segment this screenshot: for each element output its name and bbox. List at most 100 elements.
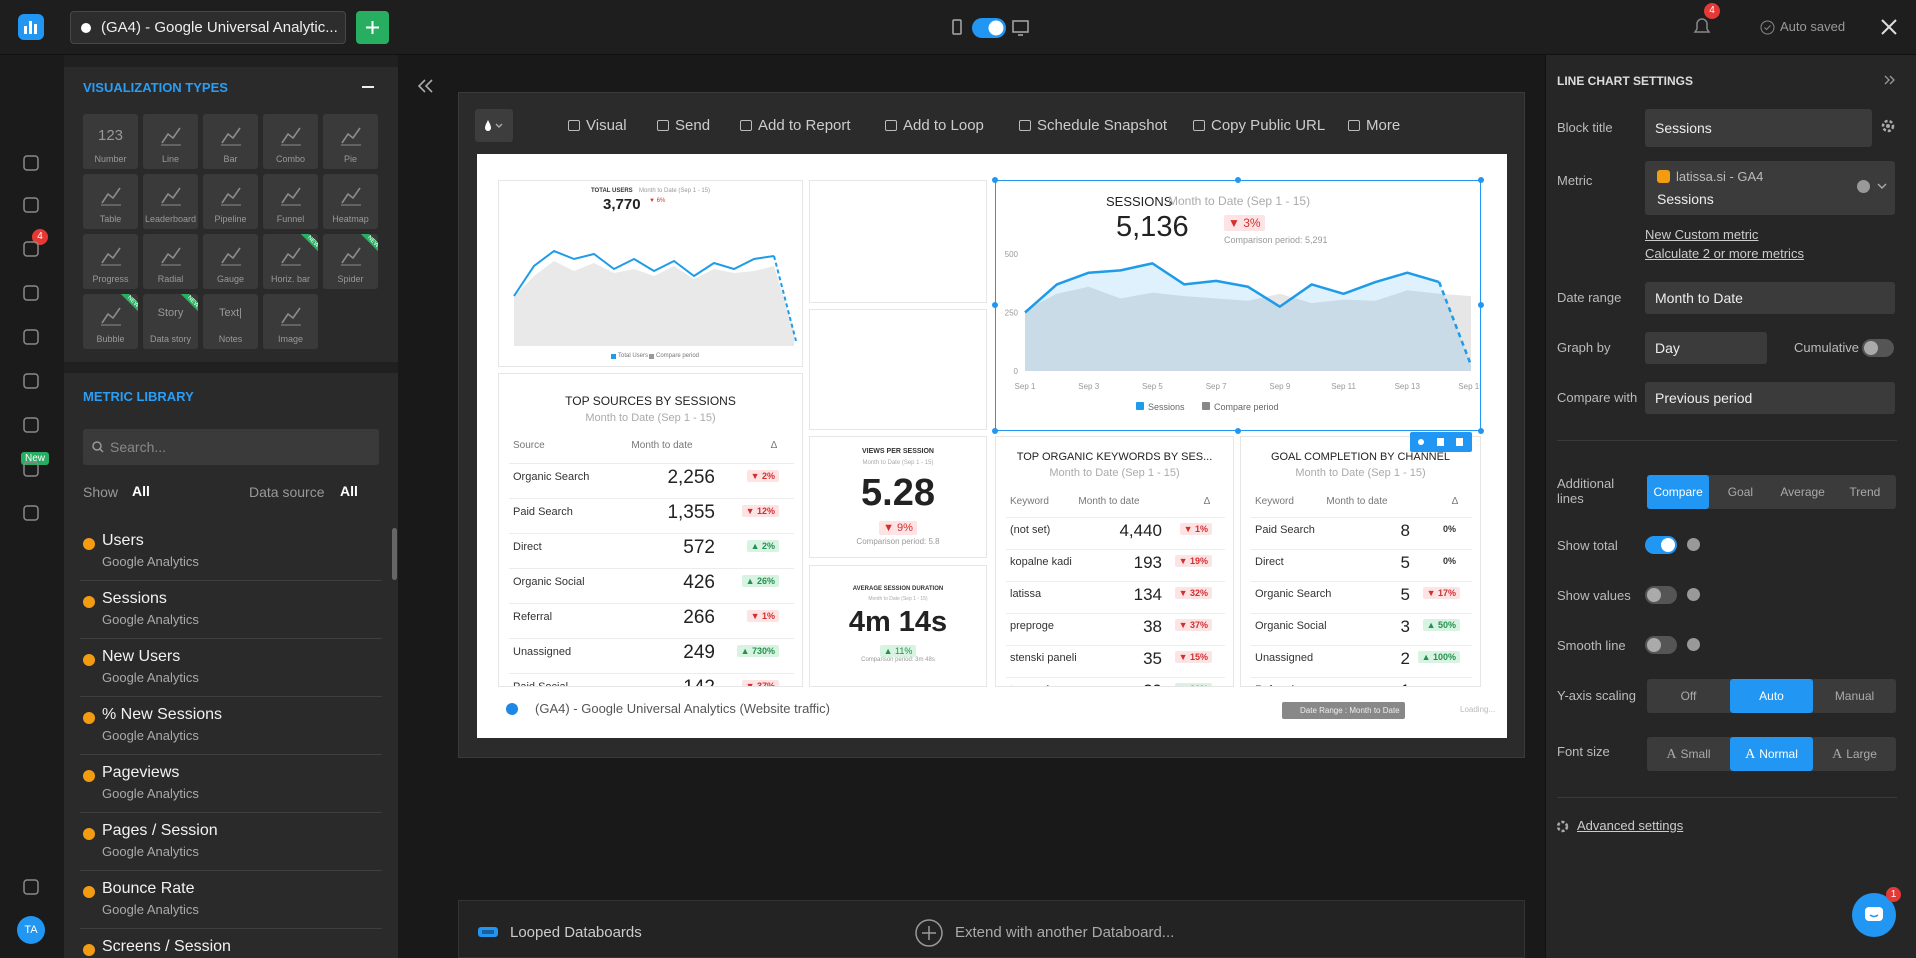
toolbar-item[interactable]: More xyxy=(1366,117,1401,134)
nav-icon[interactable] xyxy=(22,504,40,522)
viz-tile[interactable]: Table xyxy=(83,174,138,229)
bell-icon[interactable] xyxy=(1691,15,1713,37)
block-title-input[interactable]: Sessions xyxy=(1645,109,1872,147)
segment[interactable]: A Normal xyxy=(1730,737,1813,771)
compare-select[interactable]: Previous period xyxy=(1645,382,1895,414)
toolbar-item[interactable]: Send xyxy=(675,117,711,134)
dashboard-selector[interactable]: (GA4) - Google Universal Analytic... xyxy=(70,11,346,44)
viz-tile[interactable]: Story Data story NEW xyxy=(143,294,198,349)
collapse-section[interactable] xyxy=(362,86,374,88)
metric-name[interactable]: % New Sessions xyxy=(102,706,223,723)
show-values-toggle[interactable] xyxy=(1645,586,1677,604)
keywords-widget[interactable]: TOP ORGANIC KEYWORDS BY SES... Month to … xyxy=(995,436,1234,687)
toolbar-item[interactable]: Add to Loop xyxy=(903,117,984,134)
viz-tile[interactable]: Spider NEW xyxy=(323,234,378,289)
toolbar-item[interactable]: Add to Report xyxy=(758,117,851,134)
metric-select[interactable]: latissa.si - GA4 Sessions xyxy=(1645,161,1895,215)
viz-tile[interactable]: 123 Number xyxy=(83,114,138,169)
extend-link[interactable]: Extend with another Databoard... xyxy=(955,924,1175,941)
segment[interactable]: Auto xyxy=(1730,679,1813,713)
add-button[interactable] xyxy=(356,11,389,44)
metric-name[interactable]: Bounce Rate xyxy=(102,880,195,897)
search-box[interactable]: Search... xyxy=(83,429,379,465)
empty-widget[interactable] xyxy=(809,309,987,430)
metric-icon xyxy=(83,538,95,550)
nav-icon[interactable] xyxy=(22,878,40,896)
viz-tile[interactable]: Heatmap xyxy=(323,174,378,229)
metric-name[interactable]: Users xyxy=(102,532,144,549)
link[interactable]: Calculate 2 or more metrics xyxy=(1645,246,1804,261)
logo[interactable] xyxy=(18,14,44,40)
show-filter[interactable]: All xyxy=(132,483,150,499)
segment[interactable]: Manual xyxy=(1813,679,1896,713)
close-button[interactable] xyxy=(1880,18,1898,36)
graph-by-select[interactable]: Day xyxy=(1645,332,1767,364)
viz-tile[interactable]: Leaderboard xyxy=(143,174,198,229)
info-icon[interactable] xyxy=(1687,538,1700,551)
viz-tile[interactable]: Horiz. bar NEW xyxy=(263,234,318,289)
metric-name[interactable]: Pageviews xyxy=(102,764,180,781)
empty-widget[interactable] xyxy=(809,180,987,303)
nav-icon[interactable] xyxy=(22,372,40,390)
metric-name[interactable]: Screens / Session xyxy=(102,938,231,955)
duration-widget[interactable]: AVERAGE SESSION DURATION Month to Date (… xyxy=(809,565,987,687)
nav-icon[interactable] xyxy=(22,416,40,434)
viz-tile[interactable]: Funnel xyxy=(263,174,318,229)
goals-widget[interactable]: GOAL COMPLETION BY CHANNEL Month to Date… xyxy=(1240,436,1481,687)
nav-icon[interactable] xyxy=(22,460,40,478)
toolbar-item[interactable]: Copy Public URL xyxy=(1211,117,1326,134)
info-icon[interactable] xyxy=(1857,180,1870,193)
viz-tile[interactable]: Pie xyxy=(323,114,378,169)
viz-tile[interactable]: Bubble NEW xyxy=(83,294,138,349)
metric-name[interactable]: Pages / Session xyxy=(102,822,218,839)
sessions-widget[interactable]: SESSIONS Month to Date (Sep 1 - 15) 5,13… xyxy=(995,180,1481,431)
viz-tile[interactable]: Radial xyxy=(143,234,198,289)
collapse-settings[interactable] xyxy=(1884,75,1896,85)
viz-tile[interactable]: Pipeline xyxy=(203,174,258,229)
segment[interactable]: A Large xyxy=(1813,737,1896,771)
link[interactable]: New Custom metric xyxy=(1645,227,1759,242)
device-toggle[interactable] xyxy=(948,14,1032,42)
nav-icon[interactable] xyxy=(22,328,40,346)
viz-tile[interactable]: Image xyxy=(263,294,318,349)
collapse-panel[interactable] xyxy=(416,78,434,94)
top-sources-widget[interactable]: TOP SOURCES BY SESSIONS Month to Date (S… xyxy=(498,373,803,687)
metric-name[interactable]: New Users xyxy=(102,648,181,665)
toolbar-item[interactable]: Visual xyxy=(586,117,627,134)
viz-tile[interactable]: Text| Notes xyxy=(203,294,258,349)
segment[interactable]: Compare xyxy=(1647,475,1710,509)
selection-handles[interactable] xyxy=(992,177,1484,434)
total-users-widget[interactable]: TOTAL USERS Month to Date (Sep 1 - 15) 3… xyxy=(498,180,803,367)
views-widget[interactable]: VIEWS PER SESSION Month to Date (Sep 1 -… xyxy=(809,436,987,558)
segment[interactable]: A Small xyxy=(1647,737,1730,771)
date-range-select[interactable]: Month to Date xyxy=(1645,282,1895,314)
cumulative-toggle[interactable] xyxy=(1862,339,1894,357)
nav-icon[interactable] xyxy=(22,196,40,214)
nav-icon[interactable] xyxy=(22,284,40,302)
scrollbar[interactable] xyxy=(392,528,397,580)
nav-icon[interactable] xyxy=(22,240,40,258)
viz-tile[interactable]: Gauge xyxy=(203,234,258,289)
info-icon[interactable] xyxy=(1687,638,1700,651)
viz-tile[interactable]: Bar xyxy=(203,114,258,169)
toolbar-item[interactable]: Schedule Snapshot xyxy=(1037,117,1168,134)
gear-icon[interactable] xyxy=(1881,119,1895,133)
segment[interactable]: Off xyxy=(1647,679,1730,713)
nav-icon[interactable] xyxy=(22,154,40,172)
viz-tile[interactable]: Combo xyxy=(263,114,318,169)
source-filter[interactable]: All xyxy=(340,483,358,499)
theme-button[interactable] xyxy=(475,109,513,142)
viz-tile[interactable]: Line xyxy=(143,114,198,169)
advanced-link[interactable]: Advanced settings xyxy=(1577,818,1684,833)
avatar[interactable]: TA xyxy=(17,916,45,944)
widget-actions[interactable] xyxy=(1410,432,1472,452)
segment[interactable]: Average xyxy=(1772,475,1834,509)
extend-icon[interactable] xyxy=(914,918,944,948)
metric-name[interactable]: Sessions xyxy=(102,590,167,607)
smooth-toggle[interactable] xyxy=(1645,636,1677,654)
segment[interactable]: Goal xyxy=(1709,475,1771,509)
segment[interactable]: Trend xyxy=(1834,475,1896,509)
viz-tile[interactable]: Progress xyxy=(83,234,138,289)
show-total-toggle[interactable] xyxy=(1645,536,1677,554)
info-icon[interactable] xyxy=(1687,588,1700,601)
